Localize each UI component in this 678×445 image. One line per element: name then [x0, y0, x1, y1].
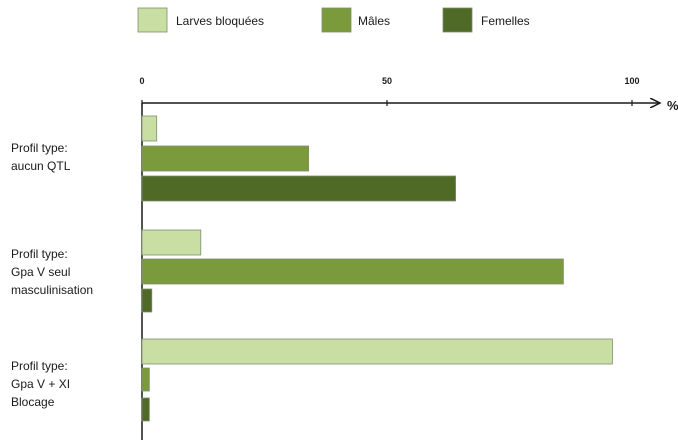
bar-2-2 — [141, 397, 150, 422]
legend: Larves bloquées Mâles Femelles — [137, 7, 530, 33]
bar-1-2 — [141, 367, 150, 392]
category-labels: Profil type: aucun QTL Profil type: Gpa V s… — [11, 141, 93, 409]
category-label-1-1: Gpa V seul — [11, 265, 70, 279]
bars — [141, 115, 613, 422]
bar-2-0 — [141, 175, 457, 202]
bar-0-2 — [141, 338, 613, 365]
category-label-2-1: Gpa V + XI — [11, 377, 70, 391]
x-axis: 0 50 100% — [139, 76, 678, 440]
legend-swatch-2 — [442, 7, 473, 33]
x-tick-label-2: 100 — [624, 76, 639, 86]
category-label-1-2: masculinisation — [11, 283, 93, 297]
category-label-2-0: Profil type: — [11, 359, 68, 373]
bar-0-1 — [141, 229, 202, 256]
category-label-0-0: Profil type: — [11, 141, 68, 155]
legend-label-2: Femelles — [481, 14, 530, 28]
legend-label-1: Mâles — [358, 14, 390, 28]
legend-label-0: Larves bloquées — [176, 14, 264, 28]
legend-swatch-0 — [137, 7, 168, 33]
legend-swatch-1 — [321, 7, 352, 33]
x-tick-label-0: 0 — [139, 76, 144, 86]
category-label-0-1: aucun QTL — [11, 159, 71, 173]
x-tick-label-1: 50 — [382, 76, 392, 86]
bar-1-1 — [141, 258, 564, 285]
category-label-1-0: Profil type: — [11, 247, 68, 261]
x-unit-label: % — [667, 98, 678, 113]
category-label-2-2: Blocage — [11, 395, 55, 409]
bar-1-0 — [141, 145, 310, 172]
bar-0-0 — [141, 115, 158, 142]
bar-2-1 — [141, 288, 153, 313]
